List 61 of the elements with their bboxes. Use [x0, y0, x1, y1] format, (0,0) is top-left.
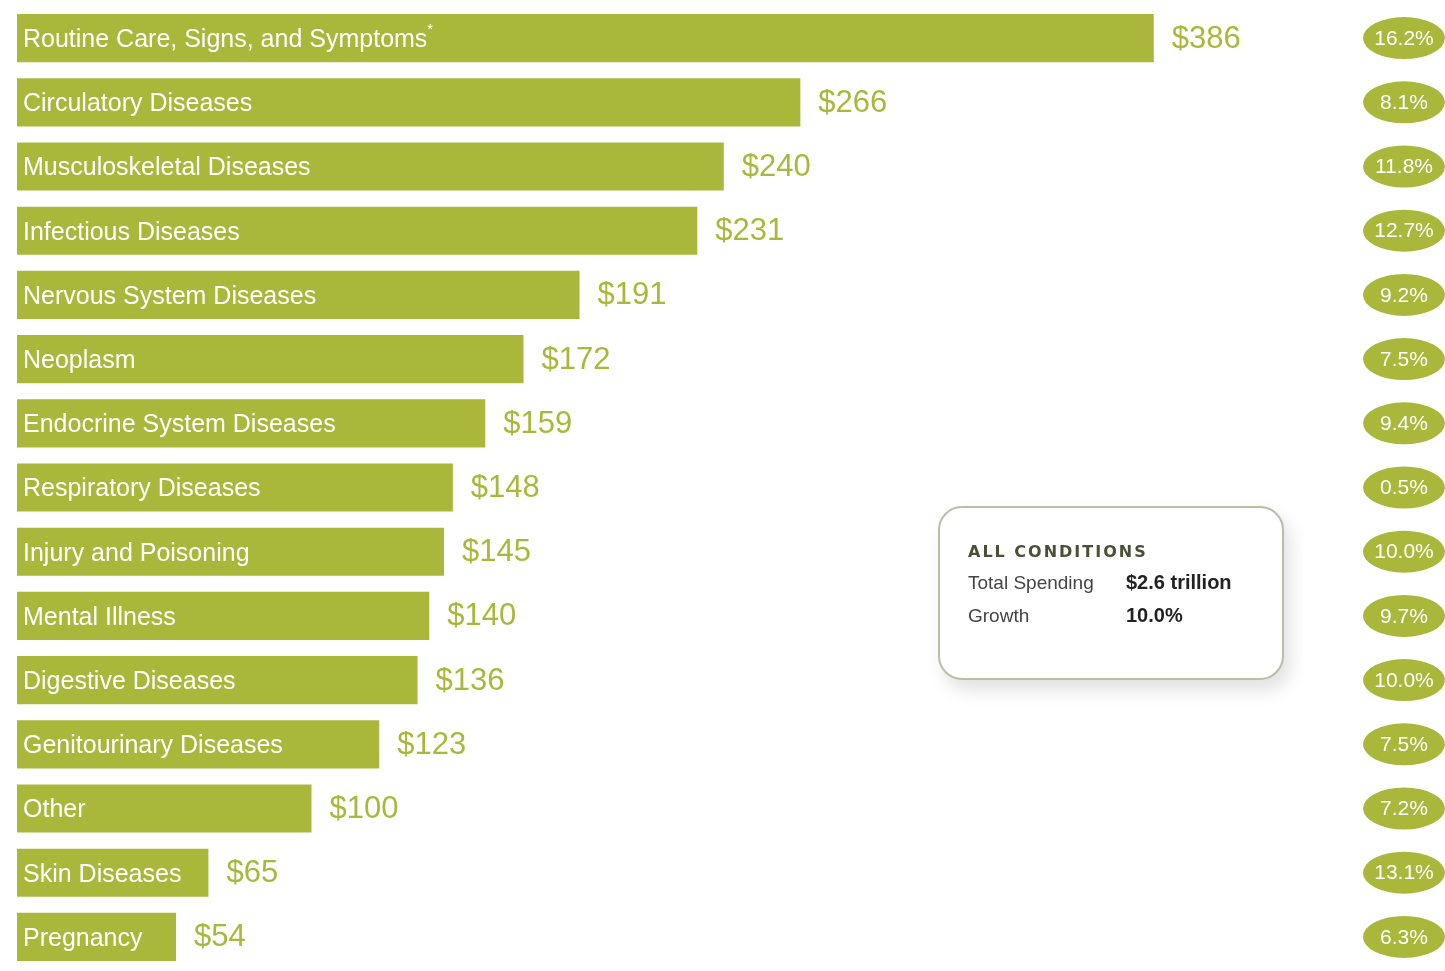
annotation: Total Spending [968, 572, 1095, 594]
y-tick-label: Routine Care, Signs, and Symptoms* [23, 20, 434, 52]
bar [17, 142, 724, 191]
y-tick-label: Endocrine System Diseases [23, 409, 336, 438]
text: 16.2% [1374, 25, 1434, 49]
bar [17, 591, 430, 640]
bar [17, 784, 312, 833]
annotation: 10.0% [1126, 604, 1184, 627]
y-tick-label: Respiratory Diseases [23, 473, 261, 502]
y-tick-label: Mental Illness [23, 601, 176, 630]
text: 9.2% [1380, 282, 1428, 306]
data-label: $148 [470, 469, 540, 505]
text: 7.5% [1380, 732, 1428, 756]
bar [17, 335, 524, 384]
data-label: $123 [397, 725, 467, 761]
text: 10.0% [1374, 539, 1434, 563]
text: 13.1% [1374, 860, 1434, 884]
y-tick-label: Musculoskeletal Diseases [23, 152, 311, 181]
annotation: ALL CONDITIONS [968, 542, 1149, 561]
text: 10.0% [1374, 667, 1434, 691]
data-label: $145 [462, 533, 531, 569]
bar [17, 270, 580, 319]
bar [17, 656, 418, 705]
bar [17, 206, 698, 255]
data-label: $159 [503, 404, 573, 440]
data-label: $266 [818, 83, 888, 119]
data-label: $240 [741, 148, 811, 184]
y-tick-label: Digestive Diseases [23, 665, 236, 694]
data-label: $140 [447, 597, 517, 633]
bar [17, 527, 445, 576]
data-label: $386 [1171, 19, 1241, 55]
data-label: $54 [194, 918, 246, 954]
text: 12.7% [1374, 218, 1434, 242]
bar [17, 463, 453, 512]
y-tick-label: Genitourinary Diseases [23, 730, 283, 759]
data-label: $191 [597, 276, 667, 312]
bar [17, 78, 801, 127]
text: 6.3% [1380, 924, 1428, 948]
data-label: $65 [226, 854, 279, 890]
data-label: $231 [715, 212, 785, 248]
data-label: $100 [329, 790, 399, 826]
data-label: $136 [435, 661, 505, 697]
y-tick-label: Injury and Poisoning [23, 537, 250, 566]
text: 7.2% [1380, 796, 1428, 820]
annotation: Growth [968, 605, 1031, 627]
y-tick-label: Circulatory Diseases [23, 88, 253, 117]
annotation: $2.6 trillion [1126, 571, 1233, 594]
text: 8.1% [1380, 90, 1428, 114]
y-tick-label: Other [23, 794, 86, 823]
text: 9.7% [1380, 603, 1428, 627]
y-tick-label: Pregnancy [23, 922, 144, 951]
y-tick-label: Nervous System Diseases [23, 280, 317, 309]
data-label: $172 [541, 340, 611, 376]
text: 0.5% [1380, 475, 1428, 499]
y-tick-label: Skin Diseases [23, 858, 182, 887]
text: 9.4% [1380, 411, 1428, 435]
y-tick-label: Neoplasm [23, 344, 136, 373]
y-tick-label: Infectious Diseases [23, 216, 240, 245]
bar [17, 14, 1154, 63]
text: 11.8% [1375, 154, 1433, 178]
text: 7.5% [1380, 346, 1428, 370]
